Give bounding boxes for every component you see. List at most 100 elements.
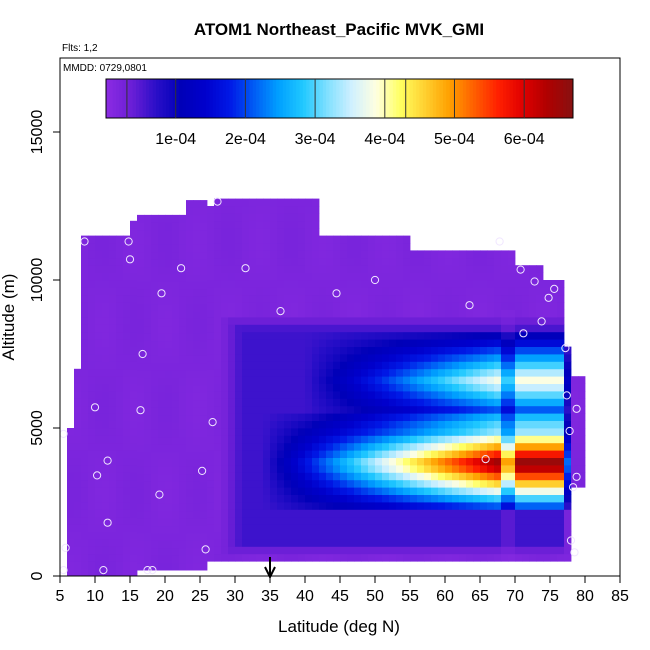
heatmap-cell (228, 516, 236, 525)
colorbar-segment (462, 79, 467, 118)
colorbar-segment (549, 79, 554, 118)
heatmap-cell (221, 272, 229, 281)
heatmap-cell (277, 465, 285, 473)
heatmap-cell (242, 228, 250, 236)
heatmap-cell (235, 317, 243, 325)
heatmap-cell (466, 331, 474, 340)
heatmap-cell (445, 465, 453, 473)
heatmap-cell (298, 494, 306, 503)
heatmap-cell (368, 546, 376, 555)
heatmap-cell (361, 302, 369, 310)
heatmap-cell (200, 547, 208, 556)
heatmap-cell (249, 331, 257, 340)
heatmap-cell (186, 444, 194, 453)
heatmap-cell (403, 479, 411, 488)
heatmap-cell (186, 392, 194, 401)
heatmap-cell (487, 339, 495, 347)
heatmap-cell (529, 420, 537, 429)
heatmap-cell (529, 524, 537, 532)
heatmap-cell (557, 391, 565, 399)
heatmap-cell (403, 465, 411, 473)
heatmap-cell (158, 547, 166, 556)
colorbar-segment (379, 79, 384, 118)
heatmap-cell (375, 346, 383, 355)
heatmap-cell (522, 457, 530, 466)
heatmap-cell (333, 524, 341, 532)
heatmap-cell (340, 354, 348, 362)
heatmap-cell (221, 450, 229, 458)
heatmap-cell (144, 429, 152, 438)
heatmap-cell (221, 420, 229, 429)
heatmap-cell (186, 348, 194, 356)
heatmap-cell (487, 257, 495, 266)
heatmap-cell (375, 257, 383, 266)
heatmap-cell (235, 272, 243, 281)
heatmap-cell (284, 516, 292, 525)
heatmap-cell (431, 428, 439, 436)
colorbar-segment (476, 79, 481, 118)
heatmap-cell (277, 243, 285, 251)
heatmap-cell (172, 370, 180, 379)
colorbar-segment (306, 79, 310, 118)
heatmap-cell (158, 562, 166, 571)
heatmap-cell (298, 324, 306, 333)
heatmap-cell (466, 280, 474, 288)
heatmap-cell (179, 518, 187, 527)
colorbar-segment (386, 79, 391, 118)
heatmap-cell (571, 376, 579, 384)
heatmap-cell (277, 413, 285, 421)
heatmap-cell (501, 487, 509, 495)
heatmap-cell (389, 546, 397, 555)
heatmap-cell (221, 398, 229, 407)
heatmap-cell (417, 317, 425, 325)
heatmap-cell (326, 413, 334, 421)
heatmap-cell (515, 354, 523, 362)
heatmap-cell (389, 428, 397, 436)
heatmap-cell (151, 525, 159, 534)
heatmap-cell (424, 428, 432, 436)
heatmap-cell (508, 354, 516, 362)
heatmap-cell (137, 370, 145, 379)
heatmap-cell (340, 435, 348, 444)
heatmap-cell (459, 509, 467, 518)
heatmap-cell (361, 487, 369, 495)
heatmap-cell (326, 546, 334, 555)
heatmap-cell (354, 472, 362, 481)
heatmap-cell (326, 376, 334, 384)
heatmap-cell (109, 376, 117, 384)
heatmap-cell (158, 540, 166, 549)
heatmap-cell (256, 228, 264, 236)
arrow-head (264, 566, 276, 580)
heatmap-cell (403, 502, 411, 510)
heatmap-cell (340, 487, 348, 495)
colorbar-segment (156, 79, 160, 118)
sample-point (138, 349, 147, 359)
heatmap-cell (536, 405, 544, 414)
heatmap-cell (207, 398, 215, 407)
heatmap-cell (473, 531, 481, 540)
heatmap-cell (473, 524, 481, 532)
heatmap-cell (270, 494, 278, 503)
colorbar-segment (179, 79, 184, 118)
heatmap-cell (557, 346, 565, 355)
heatmap-cell (543, 509, 551, 518)
heatmap-cell (410, 287, 418, 296)
colorbar-segment (279, 79, 284, 118)
sample-point (99, 566, 108, 575)
heatmap-cell (74, 472, 82, 481)
heatmap-cell (228, 405, 236, 414)
heatmap-cell (144, 422, 152, 430)
heatmap-cell (564, 524, 572, 532)
heatmap-cell (242, 442, 250, 451)
heatmap-cell (543, 287, 551, 296)
heatmap-cell (207, 265, 215, 273)
heatmap-cell (333, 287, 341, 296)
heatmap-cell (396, 376, 404, 384)
heatmap-cell (522, 487, 530, 495)
heatmap-cell (403, 516, 411, 525)
heatmap-cell (228, 428, 236, 436)
heatmap-cell (74, 368, 82, 377)
heatmap-cell (249, 472, 257, 481)
heatmap-cell (445, 324, 453, 333)
heatmap-cell (221, 287, 229, 296)
